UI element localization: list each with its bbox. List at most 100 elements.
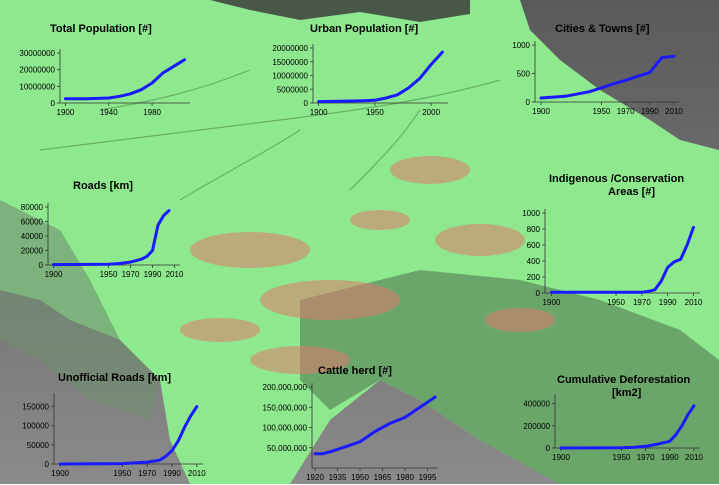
x-tick-label: 1950 bbox=[607, 298, 625, 307]
y-tick-label: 0 bbox=[51, 99, 56, 108]
chart-title-line-1: Indigenous /Conservation bbox=[549, 173, 685, 185]
x-tick-label: 2010 bbox=[685, 453, 703, 462]
chart-title-line-2: [km2] bbox=[612, 387, 642, 399]
y-tick-label: 15000000 bbox=[272, 58, 308, 67]
y-tick-label: 200,000,000 bbox=[263, 383, 308, 392]
x-tick-label: 1995 bbox=[419, 473, 437, 482]
x-tick-label: 1900 bbox=[45, 270, 63, 279]
chart-title: Total Population [#] bbox=[50, 23, 152, 35]
y-tick-label: 150000 bbox=[22, 403, 49, 412]
plot-area: 0 500 1000 1900 1950 1970 1990 2010 bbox=[512, 41, 683, 116]
x-tick-label: 1990 bbox=[661, 453, 679, 462]
x-tick-label: 1990 bbox=[641, 107, 659, 116]
x-tick-label: 1950 bbox=[351, 473, 369, 482]
x-tick-label: 1990 bbox=[144, 270, 162, 279]
x-tick-label: 1950 bbox=[366, 108, 384, 117]
y-tick-label: 100000 bbox=[22, 422, 49, 431]
x-tick-label: 1970 bbox=[633, 298, 651, 307]
x-tick-label: 1970 bbox=[617, 107, 635, 116]
y-tick-label: 0 bbox=[45, 460, 50, 469]
x-tick-label: 1950 bbox=[613, 453, 631, 462]
chart-unofficial-roads: Unofficial Roads [km] 0 50000 100000 150000… bbox=[8, 365, 218, 480]
y-tick-label: 0 bbox=[304, 99, 309, 108]
y-tick-label: 20000000 bbox=[19, 66, 55, 75]
andes-region bbox=[0, 200, 160, 420]
y-tick-label: 500 bbox=[517, 70, 531, 79]
y-tick-label: 10000000 bbox=[272, 72, 308, 81]
deforestation-patches bbox=[180, 156, 555, 374]
y-tick-label: 200 bbox=[527, 273, 541, 282]
x-tick-label: 1900 bbox=[57, 108, 75, 117]
x-tick-label: 1900 bbox=[543, 298, 561, 307]
y-tick-label: 150,000,000 bbox=[263, 403, 308, 412]
x-tick-label: 1900 bbox=[532, 107, 550, 116]
chart-title: Urban Population [#] bbox=[310, 23, 419, 35]
series-line bbox=[559, 404, 696, 450]
x-tick-label: 1970 bbox=[138, 469, 156, 478]
x-tick-label: 1950 bbox=[593, 107, 611, 116]
y-tick-label: 40000 bbox=[21, 232, 44, 241]
y-tick-label: 100,000,000 bbox=[263, 424, 308, 433]
x-tick-label: 1980 bbox=[396, 473, 414, 482]
chart-cities-towns: Cities & Towns [#] 0 500 1000 1900 1950 1970 1… bbox=[505, 18, 705, 123]
y-tick-label: 60000 bbox=[21, 218, 44, 227]
plot-area: 0 5000000 10000000 15000000 20000000 1900 1950… bbox=[272, 44, 448, 117]
plot-area: 50,000,000 100,000,000 150,000,000 200,000,… bbox=[263, 383, 438, 482]
x-tick-label: 1900 bbox=[552, 453, 570, 462]
x-tick-label: 1900 bbox=[51, 469, 69, 478]
chart-title: Roads [km] bbox=[73, 180, 133, 192]
plot-area: 0 20000 40000 60000 80000 1900 1950 1970 1990 201… bbox=[21, 203, 184, 279]
x-tick-label: 1990 bbox=[659, 298, 677, 307]
x-tick-label: 1935 bbox=[329, 473, 347, 482]
x-tick-label: 1970 bbox=[122, 270, 140, 279]
x-tick-label: 1970 bbox=[637, 453, 655, 462]
plot-area: 0 200 400 600 800 1000 1900 1950 1970 1990 2010 bbox=[522, 209, 703, 307]
chart-title: Unofficial Roads [km] bbox=[58, 372, 172, 384]
y-tick-label: 80000 bbox=[21, 203, 44, 212]
y-tick-label: 30000000 bbox=[19, 49, 55, 58]
y-tick-label: 400000 bbox=[523, 400, 550, 409]
y-tick-label: 20000000 bbox=[272, 44, 308, 53]
series-line bbox=[317, 50, 444, 104]
chart-title: Cattle herd [#] bbox=[318, 365, 392, 377]
y-tick-label: 0 bbox=[39, 261, 44, 270]
y-tick-label: 1000 bbox=[522, 209, 540, 218]
y-tick-label: 50000 bbox=[27, 441, 50, 450]
series-line bbox=[539, 54, 676, 100]
series-line bbox=[58, 405, 199, 466]
y-tick-label: 200000 bbox=[523, 422, 550, 431]
chart-indigenous-conservation: Indigenous /Conservation Areas [#] 0 200 4… bbox=[505, 168, 715, 318]
chart-title: Cities & Towns [#] bbox=[555, 23, 650, 35]
x-tick-label: 1980 bbox=[143, 108, 161, 117]
x-tick-label: 2010 bbox=[665, 107, 683, 116]
chart-title-line-1: Cumulative Deforestation bbox=[557, 374, 691, 386]
y-tick-label: 10000000 bbox=[19, 82, 55, 91]
y-tick-label: 0 bbox=[536, 289, 541, 298]
y-tick-label: 1000 bbox=[512, 41, 530, 50]
x-tick-label: 1940 bbox=[100, 108, 118, 117]
chart-cattle-herd: Cattle herd [#] 50,000,000 100,000,000 150… bbox=[250, 360, 460, 482]
series-line bbox=[313, 395, 437, 456]
chart-title-line-2: Areas [#] bbox=[608, 186, 656, 198]
x-tick-label: 2010 bbox=[685, 298, 703, 307]
x-tick-label: 2010 bbox=[166, 270, 184, 279]
y-tick-label: 0 bbox=[526, 98, 531, 107]
series-line bbox=[550, 225, 695, 294]
series-line bbox=[52, 209, 171, 267]
northern-highlands bbox=[210, 0, 470, 22]
chart-roads: Roads [km] 0 20000 40000 60000 80000 1900 1950… bbox=[8, 175, 208, 285]
chart-cumulative-deforestation: Cumulative Deforestation [km2] 0 200000 40… bbox=[505, 368, 715, 480]
x-tick-label: 2000 bbox=[422, 108, 440, 117]
x-tick-label: 1950 bbox=[100, 270, 118, 279]
x-tick-label: 2010 bbox=[188, 469, 206, 478]
cerrado-region bbox=[300, 270, 719, 484]
plot-area: 0 50000 100000 150000 1900 1950 1970 1990 2010 bbox=[22, 393, 206, 478]
y-tick-label: 800 bbox=[527, 225, 541, 234]
x-tick-label: 1965 bbox=[374, 473, 392, 482]
y-tick-label: 400 bbox=[527, 257, 541, 266]
chart-urban-population: Urban Population [#] 0 5000000 10000000 150… bbox=[258, 18, 458, 123]
river-network bbox=[39, 69, 501, 201]
y-tick-label: 600 bbox=[527, 241, 541, 250]
y-tick-label: 0 bbox=[546, 444, 551, 453]
